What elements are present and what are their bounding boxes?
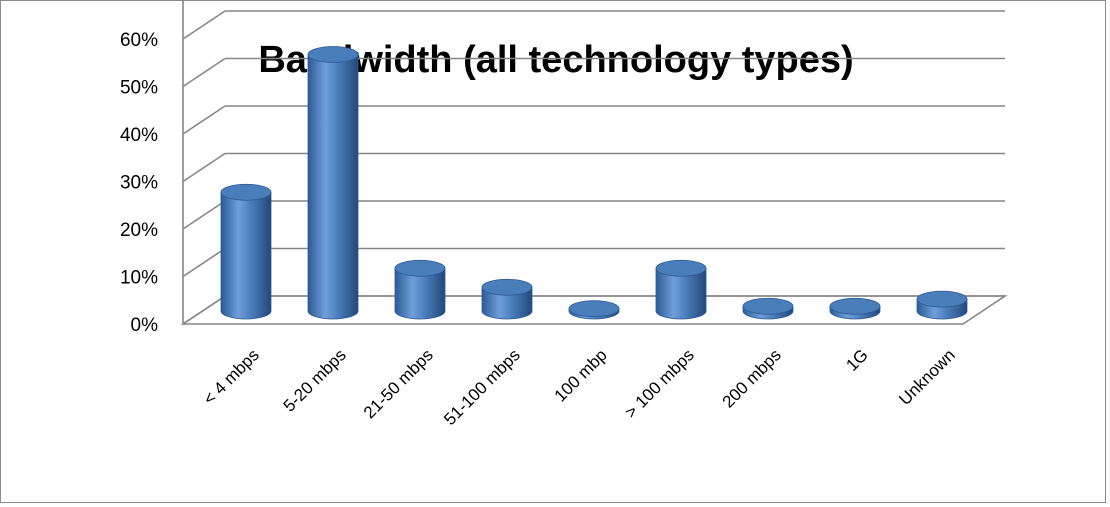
bar bbox=[481, 278, 533, 320]
bar bbox=[916, 290, 968, 320]
side-gridline bbox=[182, 247, 226, 278]
x-tick-label: > 100 mbps bbox=[621, 345, 698, 422]
x-tick-label: 200 mbps bbox=[719, 345, 785, 411]
bar bbox=[742, 297, 794, 320]
y-tick-label: 60% bbox=[120, 30, 158, 51]
y-tick-label: 50% bbox=[120, 78, 158, 99]
bar bbox=[568, 300, 620, 320]
side-gridline bbox=[182, 105, 226, 135]
y-tick-label: 10% bbox=[120, 268, 158, 289]
x-tick-label: 100 mbp bbox=[551, 345, 611, 405]
side-gridline bbox=[182, 152, 226, 183]
x-tick-label: 5-20 mbps bbox=[280, 345, 350, 415]
x-tick-label: < 4 mbps bbox=[200, 345, 263, 408]
bar bbox=[307, 46, 359, 320]
y-axis-labels: 0% 10% 20% 30% 40% 50% 60% bbox=[120, 30, 158, 336]
bar bbox=[394, 259, 446, 320]
bars bbox=[220, 46, 968, 320]
side-gridline bbox=[182, 57, 226, 88]
y-tick-label: 40% bbox=[120, 125, 158, 146]
x-tick-label: 21-50 mbps bbox=[360, 345, 437, 422]
y-tick-label: 0% bbox=[131, 315, 159, 336]
y-tick-label: 20% bbox=[120, 220, 158, 241]
floor bbox=[180, 295, 1008, 325]
bar bbox=[220, 183, 272, 320]
side-gridline bbox=[182, 200, 226, 230]
x-tick-label: 1G bbox=[842, 345, 871, 374]
bar bbox=[829, 297, 881, 320]
x-tick-label: 51-100 mbps bbox=[440, 345, 524, 429]
x-tick-label: Unknown bbox=[895, 345, 959, 409]
side-gridline bbox=[182, 10, 226, 40]
bar bbox=[655, 259, 707, 320]
y-tick-label: 30% bbox=[120, 173, 158, 194]
x-axis-labels: < 4 mbps 5-20 mbps 21-50 mbps 51-100 mbps 10… bbox=[200, 345, 959, 429]
grid bbox=[180, 0, 1008, 325]
